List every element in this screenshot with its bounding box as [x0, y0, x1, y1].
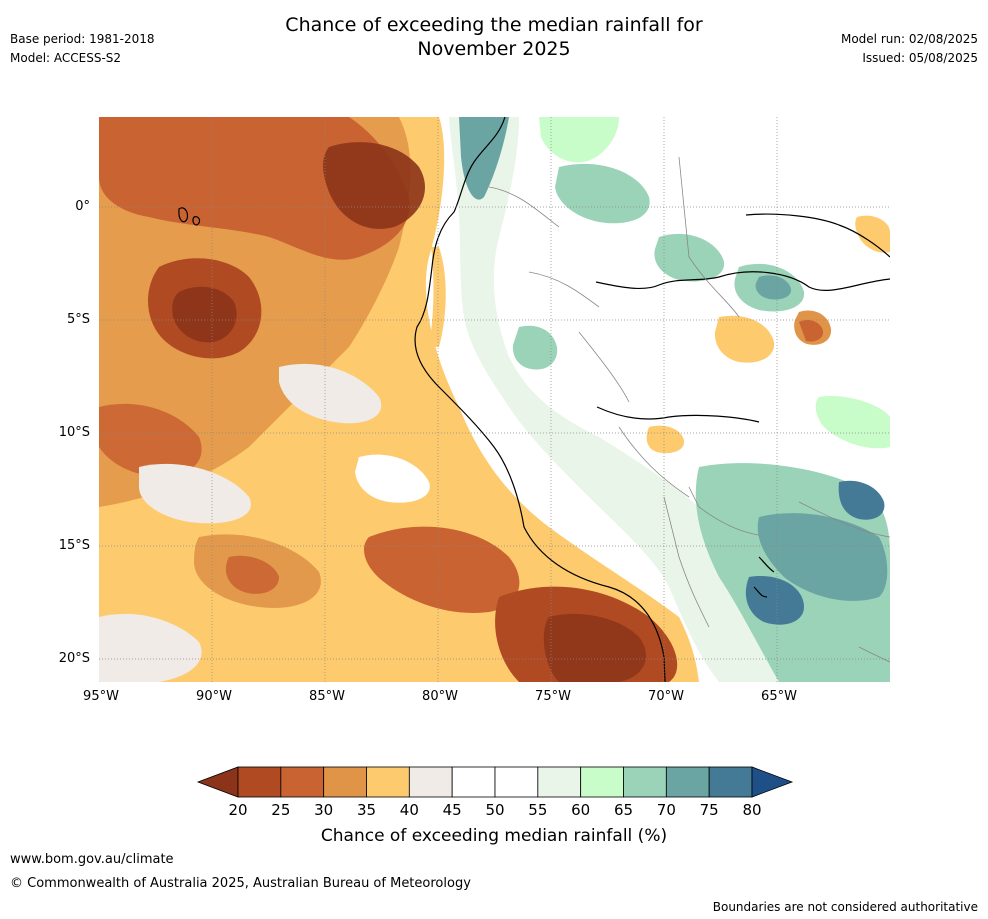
colorbar-swatch	[494, 766, 539, 798]
map-canvas	[99, 116, 891, 683]
colorbar-tick-label: 75	[699, 801, 719, 819]
lon-label-95w: 95°W	[83, 689, 119, 704]
lon-label-80w: 80°W	[422, 689, 458, 704]
colorbar-extension-high	[751, 766, 794, 798]
colorbar-tick-label: 25	[271, 801, 291, 819]
colorbar-swatch	[237, 766, 282, 798]
issued-date: Issued: 05/08/2025	[862, 51, 978, 65]
colorbar	[196, 764, 794, 800]
colorbar-tick-label: 55	[528, 801, 548, 819]
lon-label-70w: 70°W	[648, 689, 684, 704]
colorbar-tick-label: 20	[228, 801, 248, 819]
title-line-2: November 2025	[417, 38, 571, 60]
colorbar-tick-label: 80	[742, 801, 762, 819]
colorbar-swatch	[623, 766, 667, 798]
colorbar-swatch	[366, 766, 410, 798]
lat-label-20s: 20°S	[58, 651, 90, 666]
base-period: Base period: 1981-2018	[10, 32, 155, 46]
colorbar-swatch	[408, 766, 453, 798]
probability-shading	[99, 117, 890, 682]
model-name: Model: ACCESS-S2	[10, 51, 122, 65]
colorbar-swatch	[280, 766, 325, 798]
coastlines	[178, 116, 891, 683]
lon-label-75w: 75°W	[535, 689, 571, 704]
colorbar-label: Chance of exceeding median rainfall (%)	[320, 826, 668, 846]
colorbar-tick-label: 50	[485, 801, 505, 819]
lat-label-15s: 15°S	[58, 538, 90, 553]
colorbar-swatch	[451, 766, 496, 798]
colorbar-swatch	[580, 766, 624, 798]
colorbar-swatch	[323, 766, 367, 798]
map-title: Chance of exceeding the median rainfall …	[0, 13, 988, 61]
lon-label-85w: 85°W	[309, 689, 345, 704]
colorbar-tick-label: 30	[314, 801, 334, 819]
colorbar-tick-label: 65	[613, 801, 634, 819]
rainfall-map	[99, 116, 891, 683]
lon-label-90w: 90°W	[196, 689, 232, 704]
country-borders	[488, 156, 891, 663]
colorbar-tick-label: 70	[656, 801, 676, 819]
graticule	[99, 117, 890, 682]
colorbar-extension-low	[196, 766, 239, 798]
website-link[interactable]: www.bom.gov.au/climate	[10, 852, 174, 867]
colorbar-swatch	[537, 766, 582, 798]
colorbar-tick-label: 40	[399, 801, 419, 819]
colorbar-swatches	[196, 766, 794, 798]
lon-label-65w: 65°W	[761, 689, 797, 704]
colorbar-tick-label: 45	[442, 801, 462, 819]
lat-label-0: 0°	[75, 199, 90, 214]
copyright-notice: © Commonwealth of Australia 2025, Austra…	[10, 876, 471, 891]
lat-label-5s: 5°S	[66, 312, 90, 327]
colorbar-swatch	[708, 766, 753, 798]
model-run: Model run: 02/08/2025	[840, 32, 978, 46]
colorbar-swatch	[665, 766, 710, 798]
colorbar-tick-label: 35	[356, 801, 377, 819]
title-line-1: Chance of exceeding the median rainfall …	[285, 14, 703, 36]
boundaries-disclaimer: Boundaries are not considered authoritat…	[712, 900, 978, 914]
lat-label-10s: 10°S	[58, 425, 90, 440]
colorbar-tick-label: 60	[571, 801, 591, 819]
